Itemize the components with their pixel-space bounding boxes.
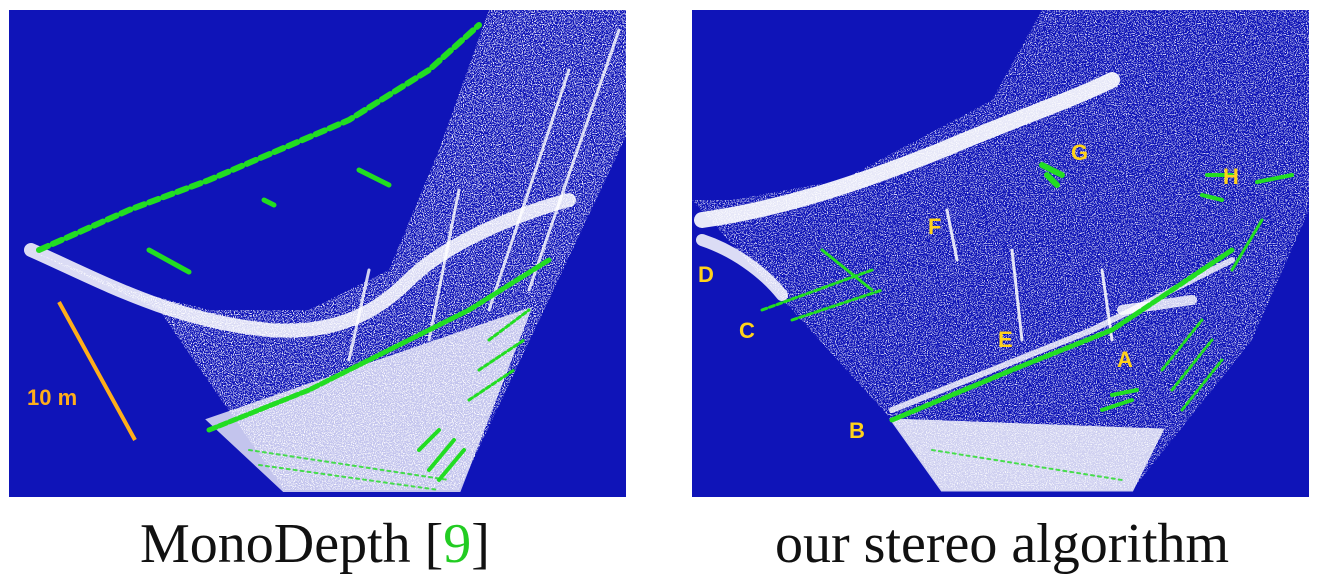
lidar-points — [36, 22, 552, 491]
marker-labels: A B C D E F G H — [698, 140, 1239, 443]
marker-e: E — [998, 327, 1013, 352]
caption-stereo: our stereo algorithm — [775, 513, 1230, 575]
lidar-points — [760, 162, 1294, 481]
marker-g: G — [1071, 140, 1088, 165]
caption-monodepth: MonoDepth [9] — [140, 512, 490, 576]
marker-h: H — [1223, 164, 1239, 189]
marker-a: A — [1117, 347, 1133, 372]
scale-bar-label: 10 m — [27, 385, 77, 410]
marker-c: C — [739, 318, 755, 343]
marker-f: F — [928, 214, 941, 239]
marker-d: D — [698, 262, 714, 287]
dense-structures — [694, 72, 1235, 492]
stereo-pointcloud-image: A B C D E F G H — [692, 10, 1309, 497]
scale-bar — [57, 301, 137, 441]
monodepth-pointcloud-image: 10 m — [9, 10, 626, 497]
caption-monodepth-text: MonoDepth [ — [140, 513, 444, 575]
stereo-pointcloud-svg: A B C D E F G H — [692, 10, 1309, 492]
citation-link[interactable]: 9 — [443, 513, 472, 575]
caption-monodepth-close: ] — [471, 513, 490, 575]
marker-b: B — [849, 418, 865, 443]
monodepth-pointcloud-svg: 10 m — [24, 10, 626, 492]
